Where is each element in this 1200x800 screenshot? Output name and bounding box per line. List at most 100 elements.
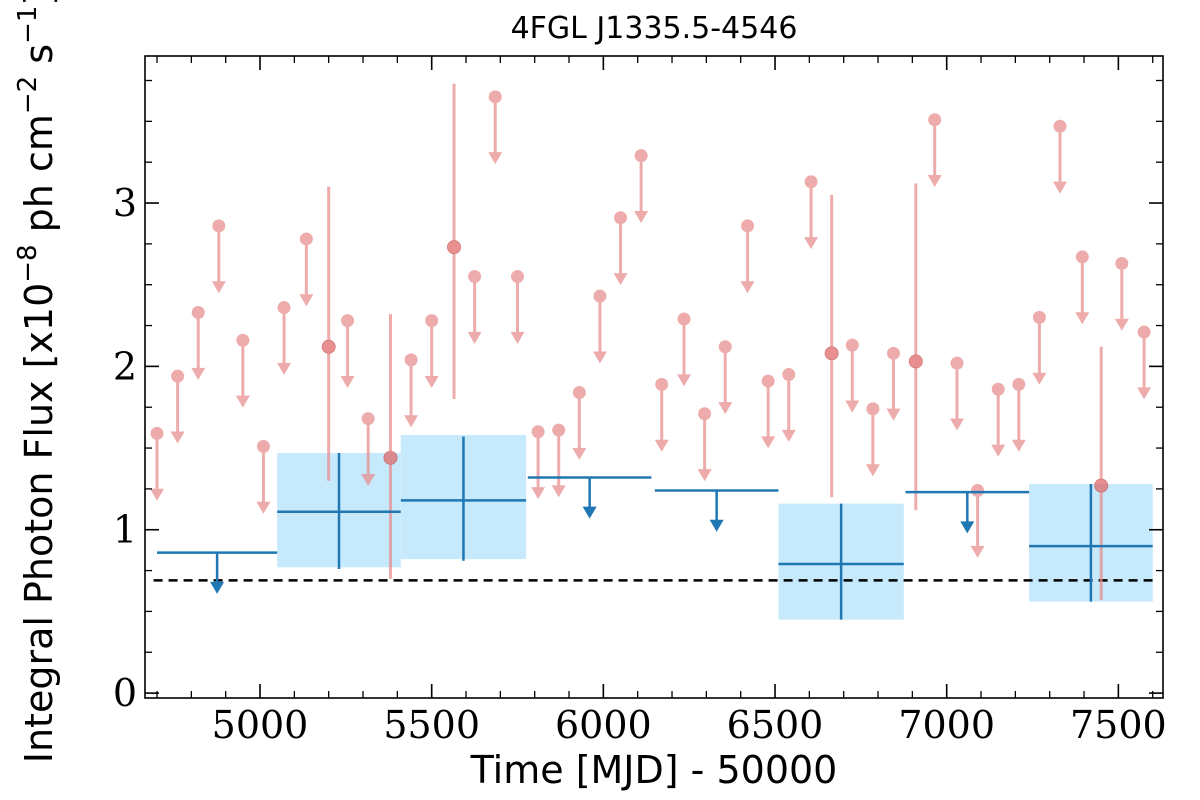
upper-limit-arrow — [531, 487, 546, 500]
upper-limit-marker — [404, 353, 418, 367]
y-axis-label-part: ph cm — [17, 114, 61, 244]
upper-limit-marker — [531, 425, 545, 439]
y-axis-label-part: Integral Photon Flux [x10 — [17, 283, 61, 764]
short-bin-upper-limit — [150, 426, 165, 501]
short-bin-upper-limit — [845, 338, 860, 413]
short-bin-upper-limit — [1114, 256, 1129, 331]
short-bin-detection — [824, 194, 839, 498]
upper-limit-marker — [677, 312, 691, 326]
upper-limit-marker — [191, 305, 205, 319]
long-bin-upper-limit — [654, 489, 779, 532]
y-tick-label: 1 — [113, 508, 137, 552]
short-bin-detection — [1094, 346, 1109, 600]
short-bin-upper-limit — [804, 175, 819, 250]
upper-limit-marker — [1032, 310, 1046, 324]
upper-limit-marker — [511, 270, 525, 284]
x-tick-label: 5000 — [212, 703, 309, 747]
upper-limit-marker — [425, 314, 439, 328]
upper-limit-arrow — [761, 436, 776, 449]
x-tick-label: 5500 — [383, 703, 480, 747]
detection-marker — [383, 450, 398, 465]
short-bin-upper-limit — [551, 423, 566, 498]
upper-limit-marker — [1012, 377, 1026, 391]
upper-limit-marker — [782, 368, 796, 382]
y-axis-label-part: ] — [17, 0, 61, 6]
upper-limit-arrow — [1011, 439, 1026, 452]
x-tick-label: 6500 — [727, 703, 824, 747]
upper-limit-arrow — [551, 485, 566, 498]
detection-marker — [908, 354, 923, 369]
upper-limit-arrow — [1052, 181, 1067, 194]
short-bin-upper-limit — [781, 368, 796, 442]
upper-limit-arrow — [677, 374, 692, 387]
long-ul-arrow — [210, 581, 225, 594]
upper-limit-arrow — [170, 431, 185, 444]
short-bin-detection — [383, 314, 398, 579]
x-tick-label: 7000 — [898, 703, 995, 747]
upper-limit-arrow — [1114, 318, 1129, 331]
long-bin-series — [157, 436, 1153, 620]
upper-limit-marker — [1137, 325, 1151, 339]
short-bin-upper-limit — [277, 301, 292, 375]
upper-limit-arrow — [424, 375, 439, 388]
detection-marker — [824, 346, 839, 361]
upper-limit-arrow — [467, 331, 482, 344]
short-bin-upper-limit — [299, 232, 314, 307]
upper-limit-marker — [866, 402, 880, 416]
short-bin-detection — [447, 83, 462, 400]
long-bin-upper-limit — [157, 551, 278, 594]
short-bin-upper-limit — [191, 305, 206, 380]
long-bin-detection — [277, 452, 401, 569]
short-bin-upper-limit — [740, 219, 755, 294]
upper-limit-arrow — [865, 464, 880, 477]
short-bin-upper-limit — [761, 374, 776, 449]
upper-limit-marker — [886, 346, 900, 360]
upper-limit-arrow — [781, 429, 796, 442]
upper-limit-marker — [718, 340, 732, 354]
short-bin-upper-limit — [488, 90, 503, 165]
short-bin-upper-limit — [340, 314, 355, 388]
upper-limit-marker — [236, 333, 250, 347]
short-bin-upper-limit — [1137, 325, 1152, 400]
upper-limit-arrow — [256, 501, 271, 514]
upper-limit-arrow — [740, 281, 755, 294]
upper-limit-arrow — [1075, 312, 1090, 325]
detection-marker — [447, 240, 462, 255]
upper-limit-marker — [1053, 119, 1067, 133]
upper-limit-marker — [171, 369, 185, 383]
detection-marker — [1094, 478, 1109, 493]
short-bin-upper-limit — [572, 386, 587, 460]
upper-limit-arrow — [299, 294, 314, 307]
upper-limit-marker — [845, 338, 859, 352]
y-axis-label-part: s — [17, 44, 61, 76]
axis-ticks: 5000 5500 6000 6500 7000 7500 0 1 2 3 — [113, 56, 1167, 747]
x-tick-label: 7500 — [1070, 703, 1167, 747]
upper-limit-arrow — [613, 273, 628, 286]
short-bin-upper-limit — [424, 314, 439, 388]
short-bin-upper-limit — [256, 439, 271, 514]
upper-limit-marker — [1075, 250, 1089, 264]
upper-limit-marker — [950, 356, 964, 370]
x-axis-label: Time [MJD] - 50000 — [470, 748, 838, 792]
upper-limit-arrow — [804, 237, 819, 250]
plot-frame — [144, 55, 1164, 699]
upper-limit-marker — [361, 412, 375, 426]
upper-limit-marker — [277, 301, 291, 315]
upper-limit-arrow — [404, 415, 419, 428]
y-tick-label: 3 — [113, 181, 137, 225]
long-bin-detection — [1029, 484, 1153, 602]
short-bin-upper-limit — [1032, 310, 1047, 385]
short-bin-upper-limit — [677, 312, 692, 387]
y-axis-label-exponent: −1 — [13, 6, 43, 44]
upper-limit-arrow — [634, 210, 649, 223]
upper-limit-arrow — [886, 408, 901, 421]
upper-limit-marker — [552, 423, 566, 437]
upper-limit-arrow — [970, 545, 985, 558]
upper-limit-arrow — [845, 400, 860, 413]
short-bin-upper-limit — [949, 356, 964, 431]
upper-limit-marker — [341, 314, 355, 328]
detection-marker — [321, 339, 336, 354]
upper-limit-arrow — [991, 444, 1006, 457]
upper-limit-arrow — [150, 488, 165, 501]
